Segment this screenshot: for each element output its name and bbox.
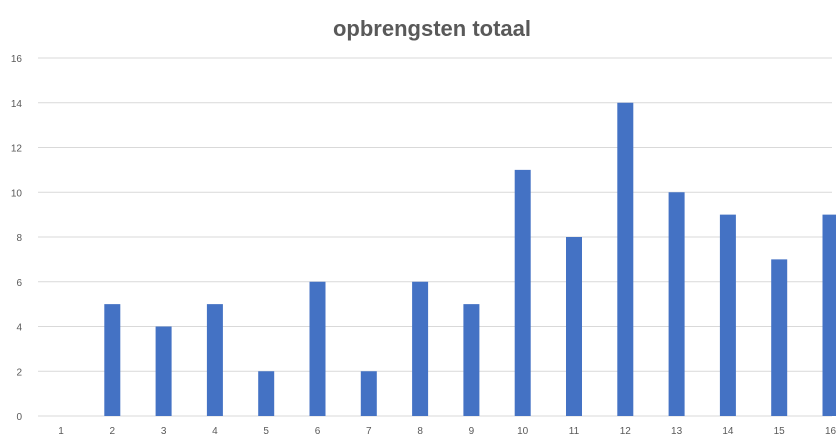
y-tick-label: 12 (11, 144, 23, 155)
x-tick-label: 7 (366, 426, 372, 436)
bar-3 (155, 326, 172, 416)
x-tick-label: 10 (517, 426, 529, 436)
x-tick-label: 14 (722, 426, 734, 436)
y-tick-label: 8 (16, 233, 22, 244)
bar-4 (206, 304, 223, 416)
bars (104, 102, 836, 416)
x-tick-label: 6 (315, 426, 321, 436)
bar-5 (258, 371, 275, 416)
y-tick-label: 10 (11, 188, 23, 199)
y-axis-ticks: 0 2 4 6 8 10 12 14 16 (11, 54, 23, 423)
y-tick-label: 0 (16, 412, 22, 423)
x-tick-label: 8 (417, 426, 423, 436)
x-tick-label: 4 (212, 426, 218, 436)
x-tick-label: 12 (620, 426, 632, 436)
x-tick-label: 3 (161, 426, 167, 436)
x-tick-label: 11 (569, 426, 580, 436)
x-tick-label: 16 (825, 426, 836, 436)
y-tick-label: 4 (16, 323, 22, 334)
bar-15 (771, 259, 788, 416)
y-tick-label: 14 (11, 99, 23, 110)
chart-title: opbrengsten totaal (333, 16, 531, 41)
bar-16 (822, 214, 836, 416)
x-axis-ticks: 1 2 3 4 5 6 7 8 9 10 11 12 13 14 15 16 (58, 426, 836, 436)
bar-8 (412, 281, 429, 416)
y-tick-label: 6 (16, 278, 22, 289)
x-tick-label: 2 (110, 426, 116, 436)
bar-2 (104, 304, 121, 416)
bar-12 (617, 102, 634, 416)
bar-6 (309, 281, 326, 416)
y-tick-label: 16 (11, 54, 23, 65)
x-tick-label: 1 (58, 426, 64, 436)
bar-14 (719, 214, 736, 416)
x-tick-label: 13 (671, 426, 683, 436)
bar-11 (566, 237, 582, 416)
bar-13 (668, 192, 685, 416)
x-tick-label: 9 (469, 426, 475, 436)
x-tick-label: 5 (263, 426, 269, 436)
x-tick-label: 15 (774, 426, 786, 436)
bar-10 (514, 169, 531, 416)
bar-9 (463, 304, 480, 416)
y-tick-label: 2 (16, 367, 22, 378)
bar-7 (360, 371, 377, 416)
